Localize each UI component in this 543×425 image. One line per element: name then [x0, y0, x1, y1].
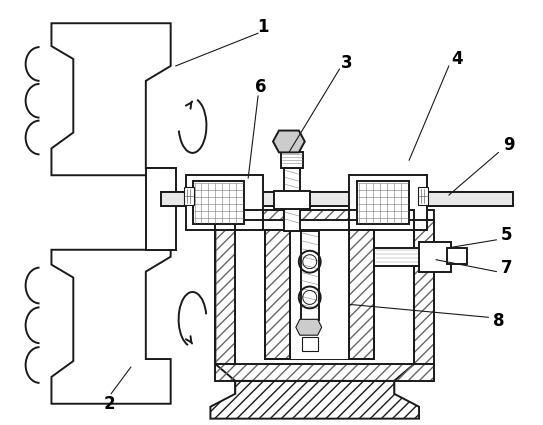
Bar	[374, 248, 436, 266]
Polygon shape	[210, 381, 419, 419]
Text: 6: 6	[255, 78, 267, 96]
Text: 8: 8	[493, 312, 504, 330]
Bar	[184, 187, 193, 205]
Text: 4: 4	[451, 50, 463, 68]
Bar	[161, 192, 514, 206]
Bar	[193, 181, 244, 224]
Bar	[350, 175, 427, 230]
Text: 1: 1	[257, 18, 269, 36]
Bar	[284, 168, 300, 231]
Bar	[290, 230, 350, 359]
Bar	[146, 168, 175, 250]
Bar	[276, 193, 308, 207]
Polygon shape	[273, 130, 305, 153]
Bar	[418, 187, 428, 205]
Bar	[350, 175, 427, 230]
Polygon shape	[216, 210, 434, 407]
Bar	[186, 175, 263, 230]
Text: 3: 3	[340, 54, 352, 72]
Polygon shape	[296, 319, 321, 335]
Text: 9: 9	[503, 136, 514, 154]
Bar	[186, 175, 263, 230]
Bar	[281, 153, 303, 168]
Bar	[265, 230, 374, 359]
Text: 2: 2	[103, 395, 115, 413]
Text: 7: 7	[501, 259, 512, 277]
Bar	[301, 231, 319, 320]
Text: 5: 5	[501, 226, 512, 244]
Bar	[419, 242, 451, 272]
Bar	[302, 337, 318, 351]
Bar	[274, 191, 310, 209]
Polygon shape	[52, 250, 171, 404]
Bar	[447, 248, 467, 264]
Bar	[357, 181, 409, 224]
Polygon shape	[52, 23, 171, 175]
